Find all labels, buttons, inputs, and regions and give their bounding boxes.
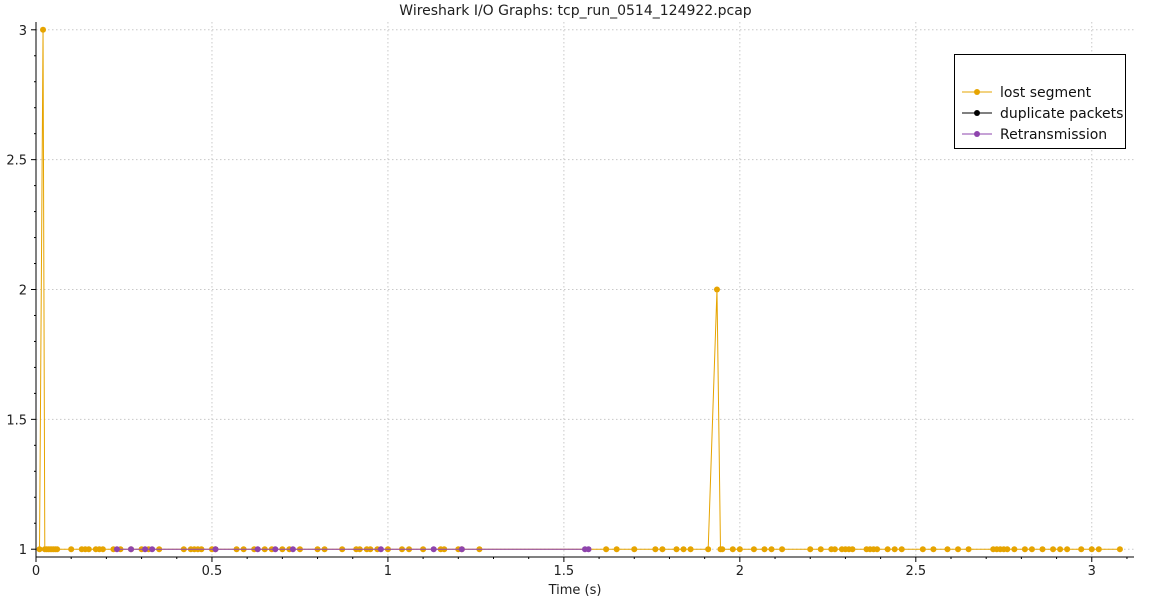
x-axis-label: Time (s): [548, 583, 602, 598]
data-point: [849, 546, 856, 553]
data-point: [944, 546, 951, 553]
legend-label: Retransmission: [1000, 127, 1107, 143]
data-point: [652, 546, 659, 553]
data-point: [212, 546, 219, 553]
data-point: [884, 546, 891, 553]
legend: lost segment duplicate packets Retransmiss…: [954, 54, 1126, 149]
data-point: [1116, 546, 1123, 553]
data-point: [458, 546, 465, 553]
data-point: [272, 546, 279, 553]
legend-label: lost segment: [1000, 85, 1092, 101]
y-tick-label: 3: [19, 24, 27, 39]
y-tick-label: 1: [19, 543, 27, 558]
data-point: [603, 546, 610, 553]
data-point: [891, 546, 898, 553]
data-point: [713, 286, 720, 293]
x-tick-label: 2.5: [905, 564, 926, 579]
data-point: [1028, 546, 1035, 553]
data-point: [149, 546, 156, 553]
data-point: [36, 546, 43, 553]
data-point: [1004, 546, 1011, 553]
data-point: [874, 546, 881, 553]
data-point: [585, 546, 592, 553]
data-point: [680, 546, 687, 553]
data-point: [1088, 546, 1095, 553]
data-point: [719, 546, 726, 553]
data-point: [1095, 546, 1102, 553]
legend-item: lost segment: [962, 85, 1092, 101]
data-point: [965, 546, 972, 553]
data-point: [761, 546, 768, 553]
legend-swatch-marker: [974, 131, 980, 137]
legend-swatch-marker: [974, 110, 980, 116]
data-point: [40, 26, 47, 33]
y-tick-label: 2: [19, 284, 27, 299]
data-point: [1057, 546, 1064, 553]
x-tick-label: 3: [1088, 564, 1096, 579]
chart-title: Wireshark I/O Graphs: tcp_run_0514_12492…: [399, 3, 752, 19]
legend-item: duplicate packets: [962, 106, 1123, 122]
data-point: [1078, 546, 1085, 553]
data-point: [377, 546, 384, 553]
data-point: [1011, 546, 1018, 553]
y-tick-label: 1.5: [6, 413, 27, 428]
data-point: [779, 546, 786, 553]
data-point: [831, 546, 838, 553]
data-point: [955, 546, 962, 553]
x-tick-label: 2: [736, 564, 744, 579]
data-point: [68, 546, 75, 553]
axes: 0 0.5 1 1.5 2 2.5 3 1 1.5 2 2.5 3 Time (s): [6, 22, 1134, 598]
data-point: [1050, 546, 1057, 553]
legend-box: [954, 54, 1126, 149]
data-point: [659, 546, 666, 553]
data-point: [1039, 546, 1046, 553]
data-point: [898, 546, 905, 553]
legend-swatch-marker: [974, 89, 980, 95]
series-layer: [36, 26, 1123, 553]
data-point: [919, 546, 926, 553]
data-point: [289, 546, 296, 553]
series-retransmission: [113, 546, 592, 553]
data-point: [807, 546, 814, 553]
data-point: [817, 546, 824, 553]
data-point: [631, 546, 638, 553]
data-point: [254, 546, 261, 553]
data-point: [113, 546, 120, 553]
x-tick-label: 0: [32, 564, 40, 579]
data-point: [750, 546, 757, 553]
data-point: [1021, 546, 1028, 553]
data-point: [128, 546, 135, 553]
legend-label: duplicate packets: [1000, 106, 1123, 122]
data-point: [673, 546, 680, 553]
data-point: [85, 546, 92, 553]
data-point: [736, 546, 743, 553]
data-point: [99, 546, 106, 553]
x-tick-label: 1: [384, 564, 392, 579]
data-point: [1064, 546, 1071, 553]
x-tick-label: 0.5: [202, 564, 223, 579]
data-point: [54, 546, 61, 553]
data-point: [613, 546, 620, 553]
legend-item: Retransmission: [962, 127, 1107, 143]
data-point: [430, 546, 437, 553]
data-point: [768, 546, 775, 553]
data-point: [729, 546, 736, 553]
data-point: [930, 546, 937, 553]
data-point: [705, 546, 712, 553]
y-tick-label: 2.5: [6, 154, 27, 169]
data-point: [142, 546, 149, 553]
data-point: [687, 546, 694, 553]
x-tick-label: 1.5: [554, 564, 575, 579]
